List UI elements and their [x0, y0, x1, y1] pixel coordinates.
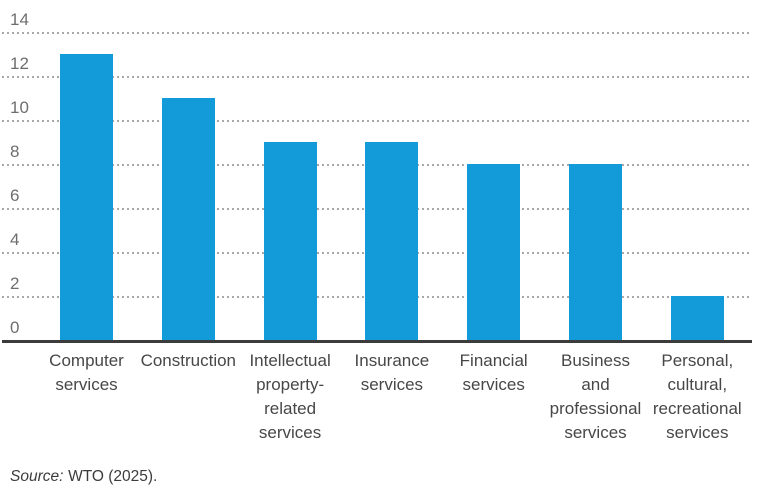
y-axis-tick-label: 14 [10, 10, 29, 29]
category-label-financial-services: Financial services [459, 351, 528, 394]
category-label-personal-cultural-recreational-services: Personal, cultural, recreational service… [652, 351, 742, 442]
bar-intellectual-property-related-services [263, 142, 317, 340]
gridline [2, 76, 752, 78]
bar-personal-cultural-recreational-services [670, 296, 724, 340]
y-axis-tick-label: 12 [10, 54, 29, 73]
gridline [2, 32, 752, 34]
bar-business-and-professional-services [569, 164, 622, 340]
bar-construction [161, 98, 215, 340]
bar-insurance-services [365, 142, 419, 340]
y-axis-tick-label: 6 [10, 186, 20, 205]
bar-financial-services [467, 164, 521, 340]
source-text: WTO (2025). [68, 468, 158, 485]
y-axis-tick-label: 0 [10, 318, 20, 337]
category-label-construction: Construction [140, 351, 237, 370]
y-axis-tick-label: 10 [10, 98, 29, 117]
source-label: Source: [10, 468, 64, 485]
y-axis-tick-label: 2 [10, 274, 20, 293]
x-axis-line [2, 340, 752, 343]
bar-computer-services [60, 54, 113, 340]
source-note: Source: WTO (2025). [10, 468, 157, 486]
category-label-computer-services: Computer services [49, 351, 124, 394]
category-label-business-and-professional-services: Business and professional services [549, 351, 642, 442]
category-label-insurance-services: Insurance services [354, 351, 430, 394]
y-axis-tick-label: 8 [10, 142, 20, 161]
y-axis-tick-label: 4 [10, 230, 20, 249]
category-label-intellectual-property-related-services: Intellectual property- related services [249, 351, 331, 442]
gridline [2, 120, 752, 122]
